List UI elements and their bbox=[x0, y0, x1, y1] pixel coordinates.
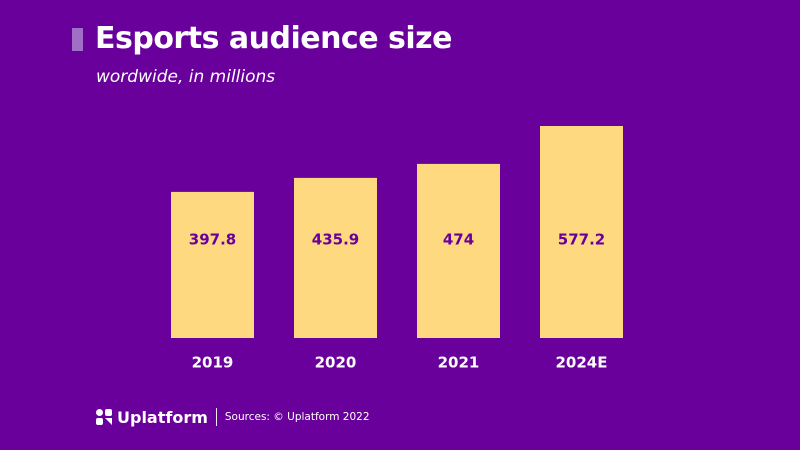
x-tick-labels-group: 2019 2020 2021 2024E bbox=[192, 354, 608, 372]
bar-2021 bbox=[417, 163, 500, 338]
bars-group bbox=[171, 126, 623, 338]
bar-value-label: 474 bbox=[443, 231, 474, 249]
bar-2019 bbox=[171, 191, 254, 338]
chart-title: Esports audience size bbox=[95, 21, 452, 56]
source-text: Sources: © Uplatform 2022 bbox=[224, 411, 370, 423]
x-tick-label: 2020 bbox=[315, 354, 357, 372]
x-tick-label: 2024E bbox=[556, 354, 608, 372]
uplatform-logo-icon bbox=[96, 409, 112, 425]
value-labels-group: 397.8 435.9 474 577.2 bbox=[189, 231, 605, 249]
footer-divider bbox=[215, 408, 217, 426]
x-tick-label: 2019 bbox=[192, 354, 234, 372]
bar-2024E bbox=[540, 126, 623, 338]
title-accent-bar bbox=[72, 28, 83, 51]
bar-2020 bbox=[294, 177, 377, 338]
bar-value-label: 435.9 bbox=[312, 231, 359, 249]
bar-value-label: 577.2 bbox=[558, 231, 605, 249]
logo-text: Uplatform bbox=[117, 407, 208, 427]
bar-value-label: 397.8 bbox=[189, 231, 236, 249]
footer: Uplatform Sources: © Uplatform 2022 bbox=[96, 406, 370, 428]
chart-subtitle: wordwide, in millions bbox=[96, 67, 276, 87]
x-tick-label: 2021 bbox=[438, 354, 480, 372]
